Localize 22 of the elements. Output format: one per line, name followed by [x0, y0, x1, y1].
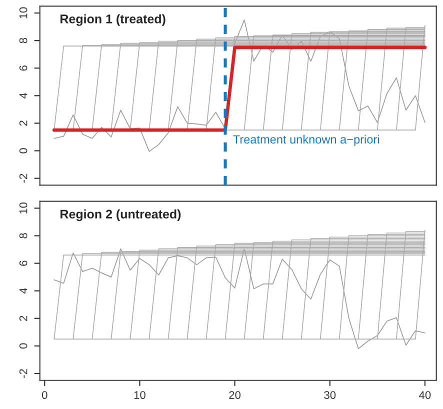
y-tick-label: 6: [19, 66, 28, 71]
y-tick-label: 8: [19, 233, 28, 238]
y-tick-label: 0: [19, 148, 28, 154]
x-tick-label: 10: [134, 391, 146, 399]
y-tick-label: 2: [19, 120, 28, 126]
x-tick-label: 20: [229, 391, 241, 399]
text: Region 1 (treated): [60, 14, 166, 26]
y-tick-label: -2: [19, 369, 28, 378]
y-tick-label: 2: [19, 316, 28, 321]
y-tick-label: -2: [19, 174, 28, 183]
x-tick-label: 30: [324, 391, 336, 399]
y-tick-label: 6: [19, 260, 28, 266]
ref-line-label: Treatment unknown a−priori: [233, 134, 379, 146]
y-tick-label: 10: [19, 202, 28, 214]
x-tick-label: 40: [419, 391, 431, 399]
y-tick-label: 8: [19, 38, 28, 44]
text: Region 2 (untreated): [60, 209, 181, 222]
y-tick-label: 0: [19, 343, 28, 349]
y-tick-label: 10: [19, 7, 28, 18]
x-tick-label: 0: [42, 391, 48, 399]
y-tick-label: 4: [20, 288, 28, 294]
y-tick-label: 4: [20, 92, 28, 98]
